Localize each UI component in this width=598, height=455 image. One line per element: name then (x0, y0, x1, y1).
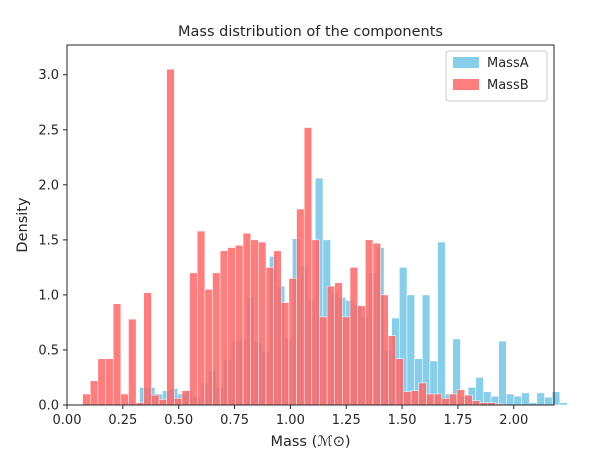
massb-bar (166, 68, 175, 406)
legend-swatch-massa (453, 57, 479, 68)
massb-bar (265, 267, 274, 406)
y-tick-label: 1.5 (38, 233, 59, 248)
massb-bar (410, 390, 420, 406)
y-axis-label: Density (15, 197, 31, 253)
massb-bar (464, 394, 473, 406)
y-tick-label: 0.0 (38, 399, 59, 414)
massb-bar (273, 250, 282, 406)
massb-bar (174, 398, 183, 406)
massa-bar (559, 402, 568, 406)
y-tick-label: 2.0 (38, 178, 59, 193)
massb-bar (288, 278, 297, 406)
massb-bar (151, 394, 160, 406)
massb-bar (365, 239, 374, 406)
massb-bar (303, 127, 313, 406)
massa-bar (437, 241, 446, 406)
massb-bar (189, 272, 198, 406)
massa-bar (513, 395, 522, 406)
x-tick-label: 1.50 (388, 413, 417, 428)
massb-bar (105, 358, 114, 406)
massb-bar (181, 390, 190, 406)
x-tick-label: 0.25 (108, 413, 137, 428)
massb-bar (441, 398, 450, 406)
x-axis-label: Mass (ℳ⊙) (270, 434, 350, 450)
massa-bar (521, 392, 530, 406)
legend-label-massb: MassB (487, 78, 529, 93)
y-tick-label: 2.5 (38, 123, 59, 138)
massb-bar (120, 393, 129, 406)
massb-bar (334, 282, 343, 406)
massb-bar (227, 247, 236, 406)
massb-bar (403, 391, 412, 406)
x-tick-label: 0.00 (53, 413, 82, 428)
massb-bar (143, 292, 152, 406)
massb-bar (372, 242, 381, 406)
chart-title: Mass distribution of the components (178, 24, 443, 40)
massb-bar (319, 316, 328, 406)
massb-bar (418, 382, 427, 406)
x-tick-label: 1.25 (332, 413, 361, 428)
legend: MassA MassB (445, 50, 548, 102)
massa-bar (551, 391, 561, 406)
x-tick-label: 2.00 (499, 413, 528, 428)
x-tick-label: 0.75 (220, 413, 249, 428)
massa-bar (498, 340, 507, 406)
massb-bar (242, 233, 251, 406)
massb-bar (82, 393, 91, 406)
massb-bar (128, 318, 137, 406)
massb-bar (158, 399, 167, 406)
plot-frame (66, 44, 555, 406)
massb-bar (433, 393, 442, 406)
x-axis-ticks: 0.00 0.25 0.50 0.75 1.00 1.25 1.50 1.75 2.00 (53, 405, 528, 428)
massb-bar (380, 294, 389, 406)
massb-bar (296, 208, 305, 406)
massb-bar (311, 239, 320, 406)
massa-bar (536, 392, 545, 406)
massb-bar (250, 239, 259, 406)
massb-bar (196, 230, 206, 406)
massb-bar (97, 358, 106, 406)
massb-bar (472, 400, 481, 406)
massb-bar (395, 358, 404, 406)
massb-bar (449, 393, 458, 406)
massb-bar (258, 241, 267, 406)
legend-label-massa: MassA (487, 56, 529, 71)
legend-swatch-massb (453, 79, 479, 90)
massb-bar (204, 289, 213, 406)
massa-bar (544, 397, 553, 406)
massa-bar (406, 294, 415, 406)
massb-bar (357, 305, 366, 406)
massb-bar (456, 389, 465, 406)
massb-bar (326, 285, 336, 406)
massb-bar (112, 303, 122, 406)
massb-bar (90, 380, 99, 406)
x-tick-label: 1.75 (443, 413, 472, 428)
y-axis-ticks: 0.0 0.5 1.0 1.5 2.0 2.5 3.0 (38, 68, 67, 414)
y-tick-label: 0.5 (38, 343, 59, 358)
massb-bar (212, 272, 221, 406)
massa-bar (506, 393, 515, 406)
x-tick-label: 0.50 (164, 413, 193, 428)
massb-bar (426, 393, 435, 406)
massb-bar (281, 302, 290, 406)
massb-bar (219, 250, 229, 406)
massb-bar (387, 335, 397, 406)
x-tick-label: 1.00 (276, 413, 305, 428)
y-tick-label: 1.0 (38, 288, 59, 303)
massb-bar (342, 316, 351, 406)
y-tick-label: 3.0 (38, 68, 59, 83)
massb-bar (349, 267, 358, 406)
massb-bar (235, 245, 244, 406)
